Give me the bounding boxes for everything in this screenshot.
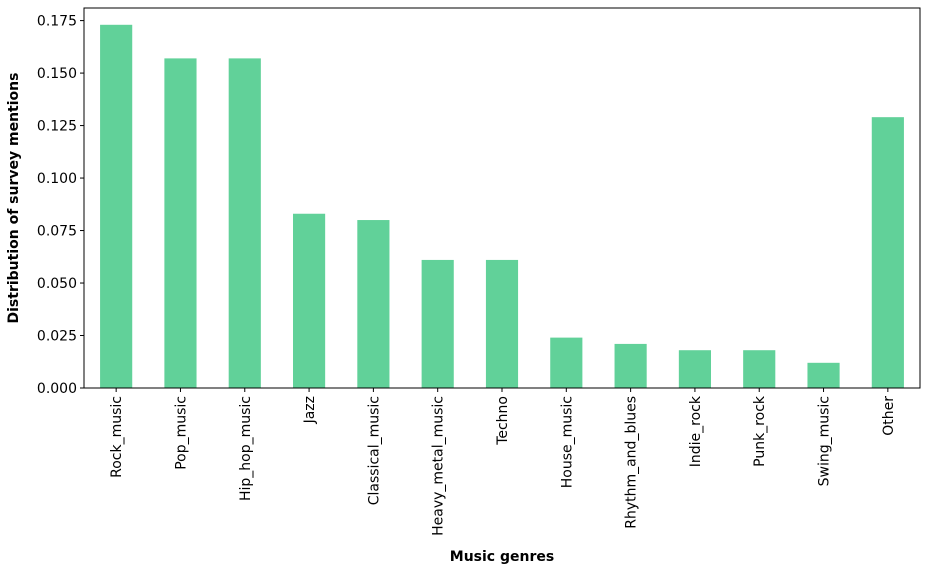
x-tick-label: Other — [881, 396, 897, 436]
x-tick-label: Jazz — [302, 396, 318, 424]
y-tick-label: 0.050 — [37, 276, 77, 292]
x-axis-title: Music genres — [450, 549, 554, 565]
y-tick-label: 0.150 — [37, 66, 77, 82]
x-tick-label: Rock_music — [109, 396, 125, 478]
x-tick-label: Pop_music — [173, 396, 189, 470]
x-tick-label: Indie_rock — [688, 395, 704, 467]
y-tick-label: 0.075 — [37, 224, 77, 240]
y-tick-label: 0.175 — [37, 14, 77, 30]
y-axis-title: Distribution of survey mentions — [6, 73, 22, 324]
bar-punk-rock — [743, 350, 776, 388]
x-tick-label: Techno — [495, 396, 511, 446]
bar-rock-music — [100, 24, 133, 388]
x-tick-label: Rhythm_and_blues — [624, 396, 640, 529]
x-axis-ticks: Rock_music Pop_music Hip_hop_music Jazz Clas… — [109, 388, 897, 536]
x-tick-label: House_music — [559, 396, 575, 488]
bar-techno — [485, 259, 519, 388]
y-tick-label: 0.125 — [37, 119, 77, 135]
x-tick-label: Heavy_metal_music — [431, 396, 447, 536]
x-tick-label: Classical_music — [366, 396, 382, 505]
bar-rhythm-and-blues — [614, 343, 647, 388]
bar-house-music — [550, 337, 583, 388]
bars-group — [100, 24, 904, 389]
bar-jazz — [293, 213, 326, 388]
bar-swing-music — [807, 362, 840, 388]
plot-frame — [83, 7, 921, 389]
y-axis-ticks: 0.000 0.025 0.050 0.075 0.100 0.125 0.150 0.175 — [37, 14, 84, 397]
bar-indie-rock — [678, 350, 711, 388]
bar-heavy-metal-music — [421, 259, 454, 388]
bar-classical-music — [357, 220, 390, 388]
y-tick-label: 0.100 — [37, 171, 77, 187]
y-tick-label: 0.000 — [37, 381, 77, 397]
bar-hip-hop-music — [228, 58, 261, 388]
x-tick-label: Swing_music — [817, 396, 833, 486]
y-tick-label: 0.025 — [37, 329, 77, 345]
x-tick-label: Punk_rock — [752, 395, 768, 467]
bar-pop-music — [164, 58, 197, 388]
bar-other — [871, 117, 904, 389]
x-tick-label: Hip_hop_music — [238, 396, 254, 501]
